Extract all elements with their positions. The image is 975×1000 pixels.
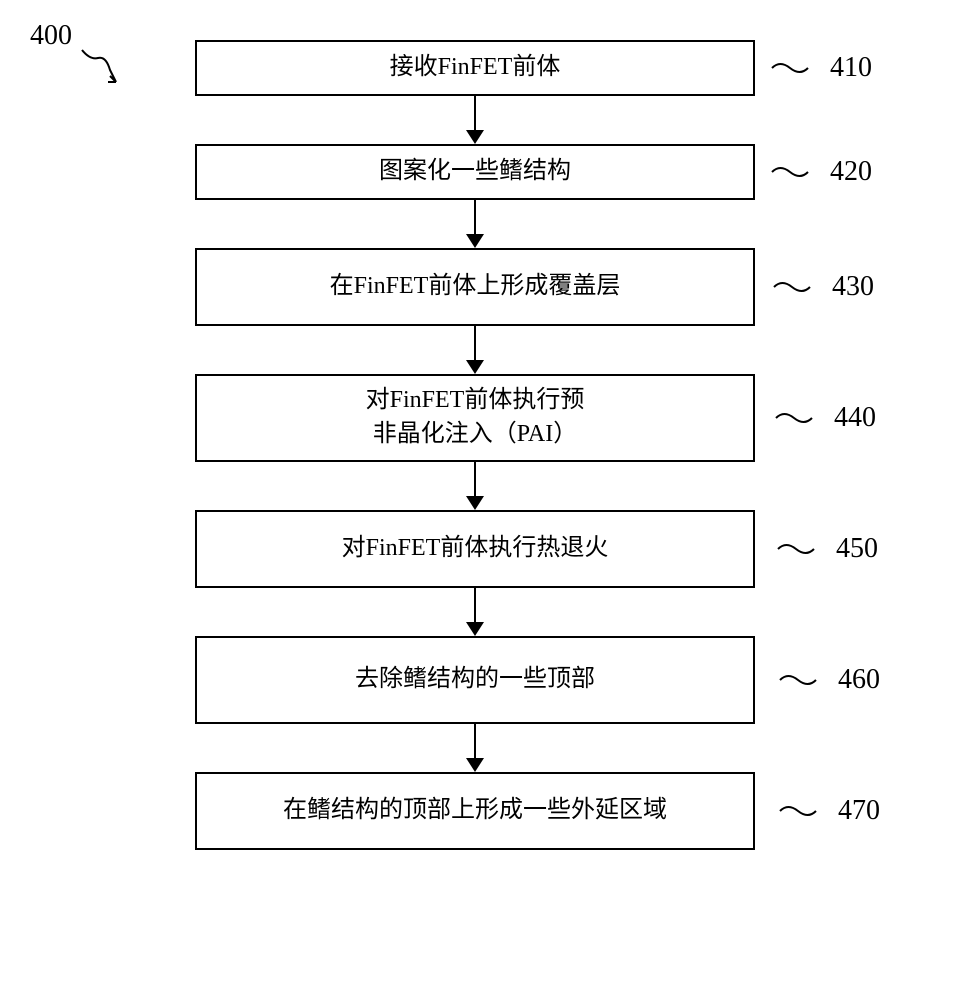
step-text: 在鳍结构的顶部上形成一些外延区域 [283,794,667,828]
step-container-450: 对FinFET前体执行热退火450 [195,510,780,588]
flowchart-container: 接收FinFET前体410 图案化一些鳍结构420 在FinFET前体上形成覆盖层4… [195,40,780,850]
step-box-410: 接收FinFET前体 [195,40,755,96]
squiggle-icon [772,277,812,297]
step-container-430: 在FinFET前体上形成覆盖层430 [195,248,780,326]
step-box-450: 对FinFET前体执行热退火 [195,510,755,588]
step-label-450: 450 [836,533,878,565]
squiggle-icon [774,408,814,428]
step-container-410: 接收FinFET前体410 [195,40,780,96]
step-box-470: 在鳍结构的顶部上形成一些外延区域 [195,772,755,850]
squiggle-icon [776,539,816,559]
arrow-down-icon [195,200,755,248]
step-text: 对FinFET前体执行预非晶化注入（PAI） [366,384,585,451]
figure-number-label: 400 [30,20,72,52]
squiggle-icon [770,58,810,78]
step-label-440: 440 [834,402,876,434]
step-label-430: 430 [832,271,874,303]
step-container-420: 图案化一些鳍结构420 [195,144,780,200]
squiggle-icon [778,670,818,690]
arrow-down-icon [195,588,755,636]
step-text: 接收FinFET前体 [390,51,561,85]
step-label-420: 420 [830,156,872,188]
step-label-470: 470 [838,795,880,827]
step-text: 去除鳍结构的一些顶部 [355,663,595,697]
step-box-430: 在FinFET前体上形成覆盖层 [195,248,755,326]
arrow-down-icon [195,462,755,510]
step-container-470: 在鳍结构的顶部上形成一些外延区域470 [195,772,780,850]
step-text: 图案化一些鳍结构 [379,155,571,189]
figure-squiggle-icon [80,48,120,88]
step-box-420: 图案化一些鳍结构 [195,144,755,200]
squiggle-icon [770,162,810,182]
squiggle-icon [778,801,818,821]
step-label-410: 410 [830,52,872,84]
step-label-460: 460 [838,664,880,696]
step-container-440: 对FinFET前体执行预非晶化注入（PAI）440 [195,374,780,462]
step-box-440: 对FinFET前体执行预非晶化注入（PAI） [195,374,755,462]
step-text: 在FinFET前体上形成覆盖层 [330,270,621,304]
arrow-down-icon [195,96,755,144]
step-text: 对FinFET前体执行热退火 [342,532,609,566]
arrow-down-icon [195,326,755,374]
arrow-down-icon [195,724,755,772]
step-box-460: 去除鳍结构的一些顶部 [195,636,755,724]
step-container-460: 去除鳍结构的一些顶部460 [195,636,780,724]
